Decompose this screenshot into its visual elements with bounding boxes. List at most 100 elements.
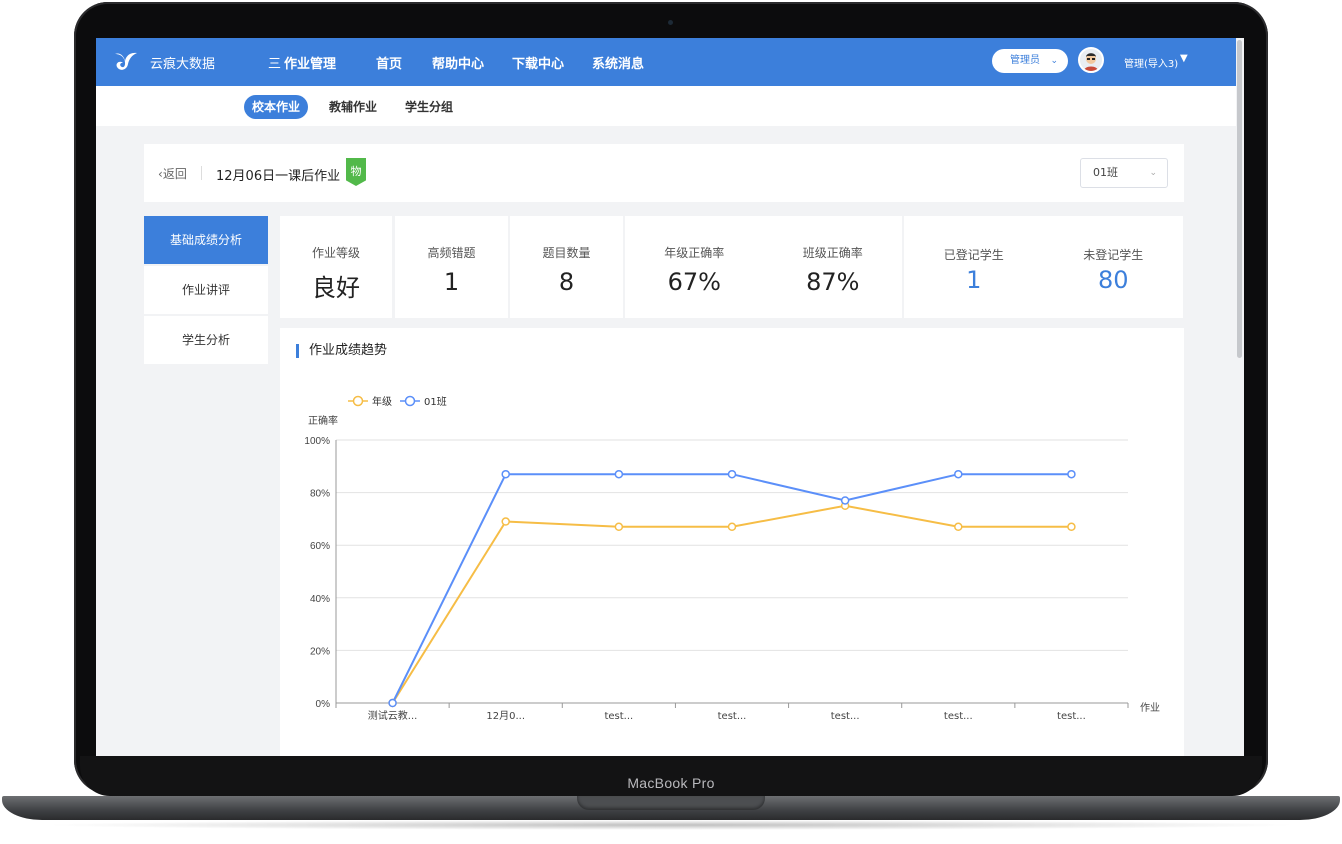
scrollbar-track [1236,38,1244,756]
data-point [840,496,850,505]
side-item-homework-review[interactable]: 作业讲评 [144,266,268,314]
x-tick-label: test... [944,711,973,722]
stat-grade-level: 作业等级 良好 [280,216,392,318]
stat-question-count: 题目数量 8 [510,216,623,318]
scrollbar-thumb[interactable] [1237,40,1242,358]
trend-chart-card: 0% 20% 40% 60% 80% 100% 测试云教... 12月0... test... t… [280,328,1184,756]
data-point [614,522,624,532]
stat-value: 1 [443,268,460,296]
sub-navbar: 校本作业 教辅作业 学生分组 [96,86,1236,126]
trend-chart: 0% 20% 40% 60% 80% 100% 测试云教... 12月0... test... t… [304,395,1160,722]
chevron-left-icon: ‹ [158,167,163,181]
stat-accuracy: 年级正确率 67% 班级正确率 87% [625,216,902,318]
app-screen: 云痕大数据 三作业管理 首页 帮助中心 下载中心 系统消息 管理员 ⌄ [96,38,1244,756]
stat-unregistered-students[interactable]: 未登记学生 80 [1044,216,1184,318]
stat-registered-students[interactable]: 已登记学生 1 [904,216,1044,318]
data-point [727,522,737,532]
homework-title-bar: ‹返回 12月06日一课后作业 物 01班 ⌄ [144,144,1184,202]
side-item-student-analysis[interactable]: 学生分析 [144,316,268,364]
side-item-basic-score-analysis[interactable]: 基础成绩分析 [144,216,268,264]
y-tick-label: 20% [310,646,330,657]
y-axis-label: 正确率 [308,414,338,427]
y-tick-label: 100% [304,436,330,447]
stat-registration: 已登记学生 1 未登记学生 80 [904,216,1183,318]
data-point [614,469,624,479]
class-select[interactable]: 01班 ⌄ [1080,158,1168,188]
stat-frequent-errors: 高频错题 1 [395,216,508,318]
side-menu: 基础成绩分析 作业讲评 学生分析 [144,216,268,366]
stat-value: 8 [558,268,575,296]
stat-value: 67% [667,268,721,296]
y-tick-label: 40% [310,594,330,605]
base-shadow [40,820,1302,830]
nav-download-center[interactable]: 下载中心 [512,57,565,72]
stat-value: 80 [1097,266,1129,294]
nav-help-center[interactable]: 帮助中心 [432,57,485,72]
x-tick-label: test... [831,711,860,722]
chart-title: 作业成绩趋势 [296,344,387,358]
homework-title: 12月06日一课后作业 [216,169,341,184]
data-point [1067,469,1076,479]
stat-label: 年级正确率 [664,246,725,260]
caret-down-icon[interactable]: ▼ [1180,53,1188,64]
legend-label: 年级 [372,395,392,408]
chevron-down-icon: ⌄ [1050,56,1058,66]
stat-value: 良好 [312,274,360,302]
nav-home[interactable]: 首页 [376,57,403,72]
back-button[interactable]: ‹返回 [158,165,187,182]
role-dropdown[interactable]: 管理员 ⌄ [992,49,1068,73]
legend-marker [404,395,416,407]
data-point [501,469,510,479]
tab-student-groups[interactable]: 学生分组 [405,100,454,114]
class-select-value: 01班 [1093,166,1118,179]
camera [668,20,673,25]
stat-value: 1 [966,266,982,294]
divider [201,166,202,180]
series-line [391,473,1072,704]
y-tick-label: 80% [310,489,330,500]
x-tick-label: test... [604,711,633,722]
logo-text: 云痕大数据 [150,57,216,72]
device-brand: MacBook Pro [627,775,715,791]
nav-system-messages[interactable]: 系统消息 [592,57,645,72]
data-point [954,469,963,479]
tab-school-homework[interactable]: 校本作业 [244,95,309,119]
role-label: 管理员 [1010,55,1040,66]
data-point [501,517,510,526]
logo-icon [115,52,137,70]
top-navbar: 云痕大数据 三作业管理 首页 帮助中心 下载中心 系统消息 管理员 ⌄ [96,38,1244,86]
y-tick-label: 60% [310,541,330,552]
x-tick-label: 12月0... [486,710,525,722]
stat-label: 已登记学生 [943,248,1004,262]
tab-tutorial-homework[interactable]: 教辅作业 [329,100,378,114]
series-line [391,504,1072,704]
menu-icon: 三 [268,57,282,72]
nav-label: 作业管理 [284,57,337,72]
data-point [1067,522,1076,532]
laptop-chin [80,756,1262,796]
legend-label: 01班 [424,396,447,408]
avatar[interactable] [1078,47,1104,73]
data-point [727,469,737,479]
data-point [954,522,963,532]
x-tick-label: test... [718,711,747,722]
nav-homework-management[interactable]: 三作业管理 [268,53,336,72]
laptop-notch [577,796,765,810]
stat-class-accuracy: 班级正确率 87% [764,216,903,318]
y-tick-label: 0% [316,699,331,710]
x-tick-label: test... [1057,711,1086,722]
x-axis-label: 作业 [1140,702,1160,714]
stat-label: 班级正确率 [802,246,863,260]
stat-grade-accuracy: 年级正确率 67% [625,216,764,318]
stat-label: 作业等级 [311,246,360,260]
back-label: 返回 [162,167,187,181]
legend-marker [352,395,364,407]
chevron-down-icon: ⌄ [1149,168,1157,178]
user-name[interactable]: 管理(导入3) [1124,59,1179,70]
stat-label: 题目数量 [542,246,591,260]
stat-label: 高频错题 [427,246,476,260]
x-tick-label: 测试云教... [368,709,418,722]
stat-label: 未登记学生 [1083,248,1144,262]
avatar-icon [1080,49,1102,71]
